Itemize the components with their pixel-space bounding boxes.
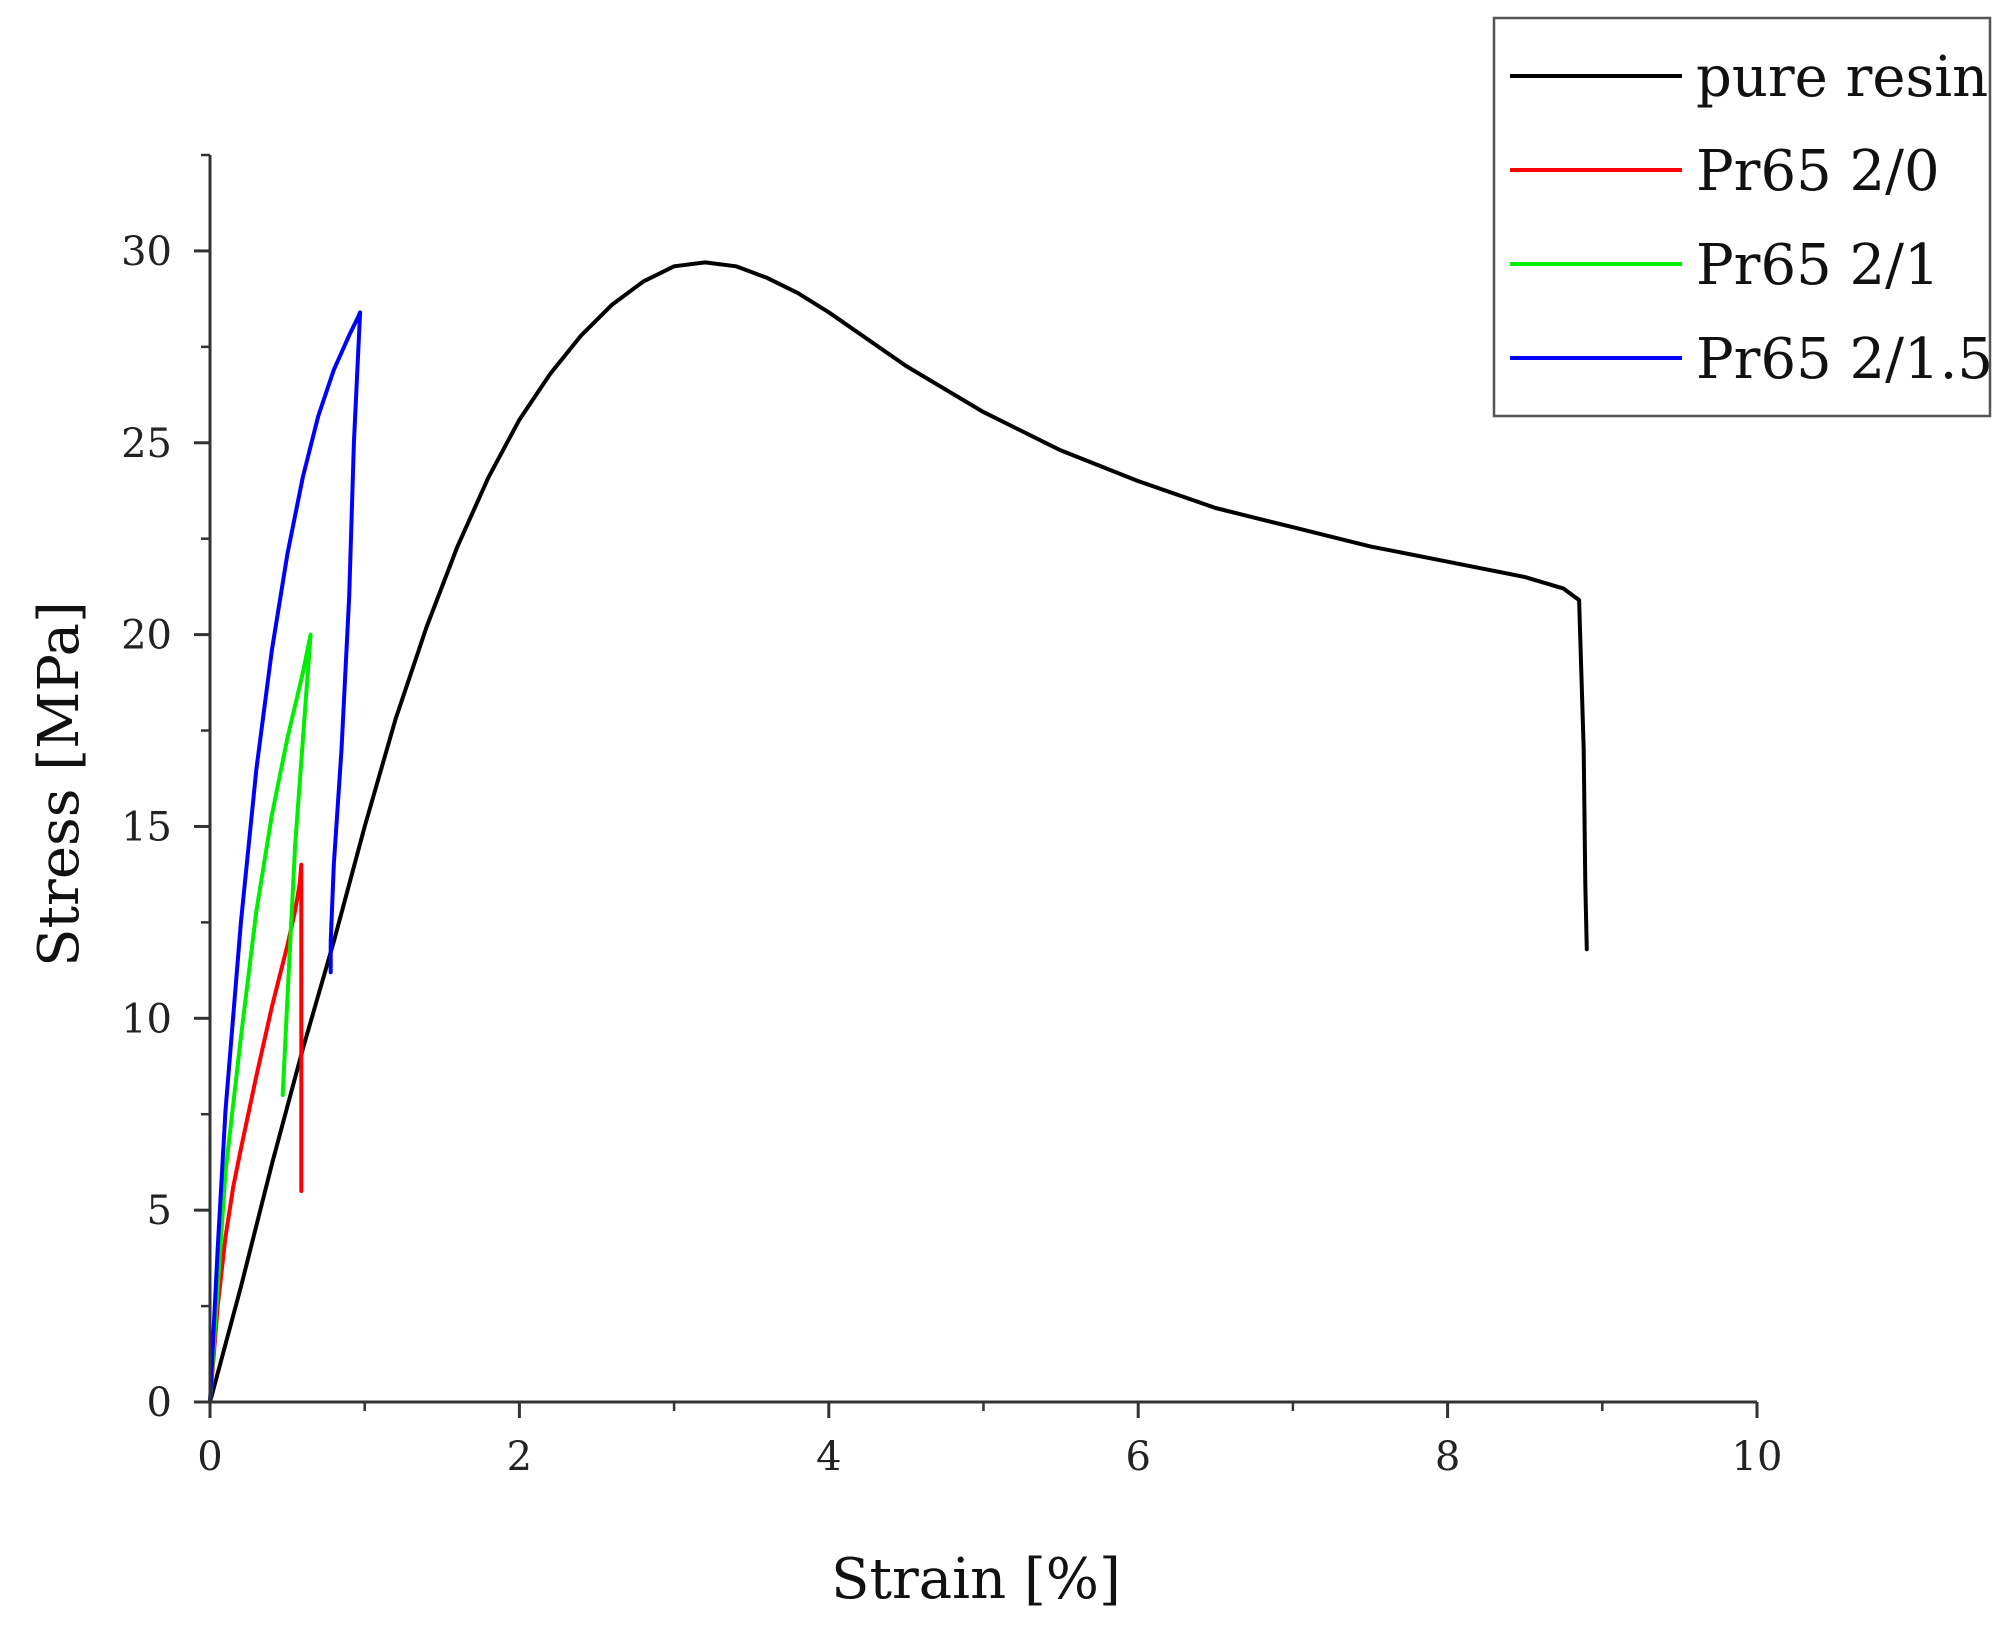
y-tick-label: 15 <box>121 804 172 850</box>
y-axis-title: Stress [MPa] <box>27 601 92 967</box>
x-tick-label: 4 <box>816 1434 841 1480</box>
y-tick-label: 5 <box>147 1188 172 1234</box>
legend-label-pr65-2-1: Pr65 2/1 <box>1696 233 1940 298</box>
y-tick-label: 30 <box>121 229 172 275</box>
legend-label-pure-resin: pure resin <box>1696 45 1988 110</box>
y-tick-label: 20 <box>121 613 172 659</box>
y-tick-label: 25 <box>121 421 172 467</box>
legend: pure resin Pr65 2/0 Pr65 2/1 Pr65 2/1.5 <box>1492 16 1993 418</box>
axes: 0 2 4 6 8 10 0 5 10 15 20 25 30 <box>121 153 1783 1480</box>
x-tick-label: 10 <box>1732 1434 1783 1480</box>
legend-label-pr65-2-1-5: Pr65 2/1.5 <box>1696 327 1993 392</box>
legend-label-pr65-2-0: Pr65 2/0 <box>1696 139 1940 204</box>
series-line-pr65-2-1-5 <box>208 310 363 1404</box>
y-tick-label: 0 <box>147 1380 172 1426</box>
series-line-pure-resin <box>208 260 1589 1404</box>
y-tick-label: 10 <box>121 996 172 1042</box>
x-axis-title: Strain [%] <box>831 1547 1121 1612</box>
series-line-pr65-2-1 <box>208 632 313 1404</box>
series-line-pr65-2-0 <box>208 862 304 1404</box>
legend-box <box>1492 16 1992 418</box>
x-tick-label: 6 <box>1125 1434 1150 1480</box>
x-tick-label: 8 <box>1435 1434 1460 1480</box>
x-tick-label: 0 <box>197 1434 222 1480</box>
x-tick-label: 2 <box>507 1434 532 1480</box>
plot-area <box>208 260 1589 1404</box>
